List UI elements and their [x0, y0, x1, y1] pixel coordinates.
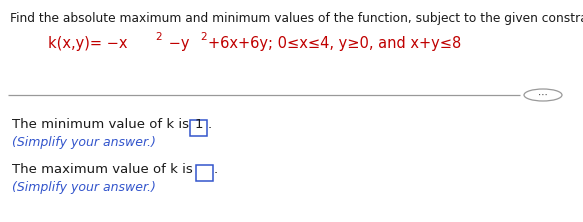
Text: ⋯: ⋯ — [538, 90, 548, 100]
Text: .: . — [208, 118, 212, 131]
Text: (Simplify your answer.): (Simplify your answer.) — [12, 181, 156, 194]
Text: The minimum value of k is: The minimum value of k is — [12, 118, 189, 131]
Text: +6x+6y; 0≤x≤4, y≥0, and x+y≤8: +6x+6y; 0≤x≤4, y≥0, and x+y≤8 — [208, 36, 461, 51]
Text: 1: 1 — [194, 119, 203, 131]
Text: Find the absolute maximum and minimum values of the function, subject to the giv: Find the absolute maximum and minimum va… — [10, 12, 583, 25]
FancyBboxPatch shape — [196, 165, 213, 181]
Text: 2: 2 — [200, 32, 206, 42]
Text: .: . — [214, 163, 218, 176]
Text: k(x,y)= −x: k(x,y)= −x — [48, 36, 128, 51]
FancyBboxPatch shape — [190, 120, 207, 136]
Text: 2: 2 — [155, 32, 161, 42]
Text: −y: −y — [164, 36, 189, 51]
Text: The maximum value of k is: The maximum value of k is — [12, 163, 193, 176]
Text: (Simplify your answer.): (Simplify your answer.) — [12, 136, 156, 149]
Ellipse shape — [524, 89, 562, 101]
